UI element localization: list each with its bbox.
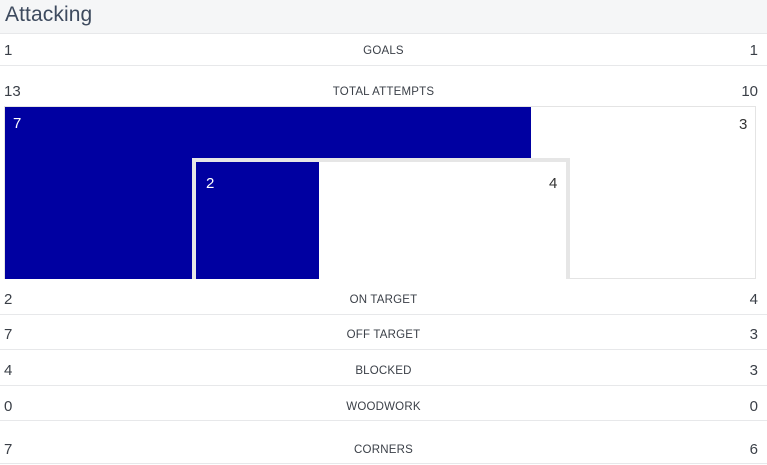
divider [0, 349, 767, 350]
divider [0, 314, 767, 315]
off-target-home-bar [5, 107, 531, 159]
home-value: 0 [4, 398, 13, 415]
stat-row-blocked: 4 BLOCKED 3 [0, 360, 767, 384]
off-target-away-count: 3 [739, 116, 748, 133]
away-value: 6 [749, 441, 758, 458]
on-target-home-bar [196, 162, 319, 279]
home-value: 4 [4, 362, 13, 379]
divider [0, 385, 767, 386]
off-target-home-count: 7 [13, 115, 22, 132]
divider [0, 65, 767, 66]
stat-row-goals: 1 GOALS 1 [0, 40, 767, 64]
divider [0, 420, 767, 421]
away-value: 3 [749, 326, 758, 343]
away-value: 4 [749, 291, 758, 308]
home-value: 1 [4, 42, 13, 59]
goal-frame: 2 4 [192, 158, 570, 279]
on-target-home-count: 2 [206, 175, 215, 192]
away-value: 1 [749, 42, 758, 59]
stat-label: GOALS [363, 45, 404, 57]
section-header: Attacking [0, 0, 767, 33]
section-title: Attacking [5, 3, 93, 26]
stat-label: BLOCKED [355, 365, 412, 377]
stat-label: TOTAL ATTEMPTS [332, 86, 435, 98]
stat-row-total-attempts: 13 TOTAL ATTEMPTS 10 [0, 81, 767, 105]
stat-row-off-target: 7 OFF TARGET 3 [0, 324, 767, 348]
home-value: 13 [4, 83, 21, 100]
away-value: 3 [749, 362, 758, 379]
stat-row-woodwork: 0 WOODWORK 0 [0, 396, 767, 420]
on-target-away-count: 4 [549, 175, 558, 192]
stat-label: ON TARGET [349, 294, 418, 306]
stat-label: CORNERS [354, 444, 413, 456]
stat-row-on-target: 2 ON TARGET 4 [0, 289, 767, 313]
home-value: 7 [4, 326, 13, 343]
stat-label: WOODWORK [346, 401, 421, 413]
away-value: 10 [741, 83, 758, 100]
stat-label: OFF TARGET [346, 329, 421, 341]
home-value: 7 [4, 441, 13, 458]
divider [0, 33, 767, 34]
home-value: 2 [4, 291, 13, 308]
divider [0, 463, 767, 464]
away-value: 0 [749, 398, 758, 415]
off-target-home-bar-lower [5, 159, 193, 279]
stat-row-corners: 7 CORNERS 6 [0, 439, 767, 463]
attempts-graphic: 7 3 2 4 [4, 106, 756, 279]
